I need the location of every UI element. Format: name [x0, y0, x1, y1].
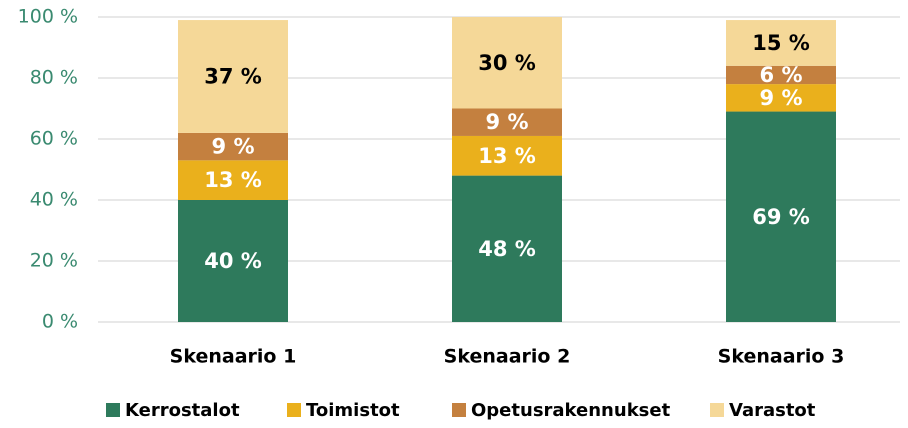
y-tick-label: 100 %: [18, 6, 78, 28]
legend-label: Kerrostalot: [125, 400, 240, 421]
data-label: 15 %: [752, 31, 810, 55]
bar-segment: [726, 20, 836, 66]
bar-segment: [178, 20, 288, 133]
legend-marker: [106, 403, 120, 417]
data-label: 37 %: [204, 64, 262, 88]
bar-segment: [178, 132, 288, 161]
legend-marker: [710, 403, 724, 417]
data-label: 9 %: [486, 110, 529, 134]
data-label: 13 %: [204, 168, 262, 192]
data-label: 40 %: [204, 249, 262, 273]
x-tick-label: Skenaario 3: [718, 346, 845, 368]
legend-label: Toimistot: [306, 400, 400, 421]
y-tick-label: 80 %: [30, 67, 78, 89]
legend-marker: [287, 403, 301, 417]
bar-segment: [452, 135, 562, 176]
bar-segment: [726, 84, 836, 112]
bar-segment: [726, 65, 836, 85]
data-label: 13 %: [478, 144, 536, 168]
data-label: 9 %: [760, 86, 803, 110]
x-tick-label: Skenaario 2: [444, 346, 571, 368]
bar-segment: [178, 160, 288, 200]
data-label: 48 %: [478, 237, 536, 261]
bar-segment: [452, 175, 562, 322]
legend-marker: [452, 403, 466, 417]
bar-segment: [726, 111, 836, 322]
bar-segment: [178, 200, 288, 322]
data-label: 9 %: [212, 135, 255, 159]
legend-label: Varastot: [729, 400, 816, 421]
data-label: 30 %: [478, 51, 536, 75]
bar-segment: [452, 17, 562, 109]
y-tick-label: 40 %: [30, 189, 78, 211]
y-tick-label: 20 %: [30, 250, 78, 272]
x-tick-label: Skenaario 1: [170, 346, 297, 368]
y-tick-label: 0 %: [42, 311, 78, 333]
y-tick-label: 60 %: [30, 128, 78, 150]
legend-label: Opetusrakennukset: [471, 400, 671, 421]
data-label: 6 %: [760, 63, 803, 87]
bar-segment: [452, 108, 562, 136]
data-label: 69 %: [752, 205, 810, 229]
